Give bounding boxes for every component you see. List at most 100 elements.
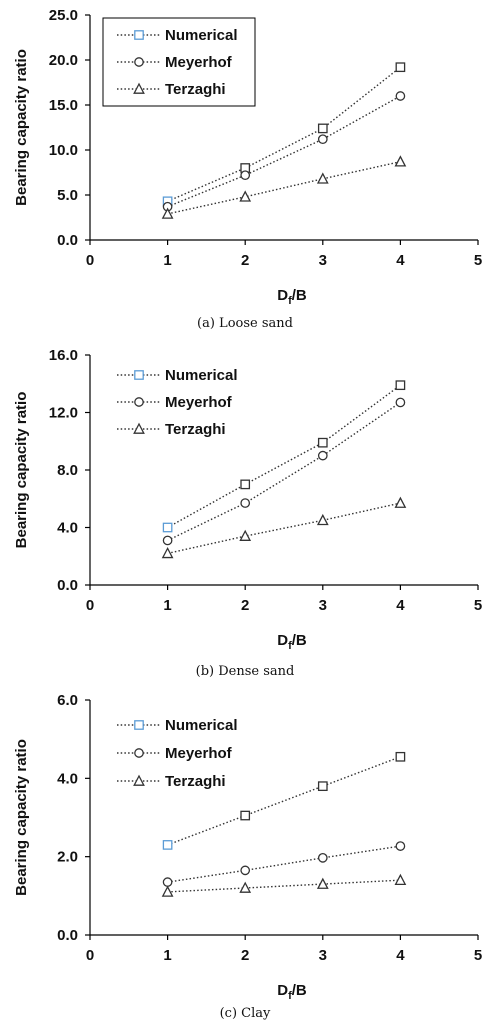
point-terzaghi-2	[239, 529, 252, 541]
x-tick-label: 1	[163, 252, 171, 269]
point-meyerhof-2	[240, 498, 251, 508]
legend-marker-circle	[134, 57, 144, 67]
point-terzaghi-2	[239, 190, 252, 202]
point-meyerhof-4	[395, 397, 406, 408]
y-axis-label: Bearing capacity ratio	[13, 739, 30, 896]
point-terzaghi-1	[161, 885, 174, 897]
caption-clay: (c) Clay	[219, 1006, 271, 1021]
series-line-meyerhof	[167, 95, 401, 208]
legend: Numerical Meyerhof Terzaghi	[102, 17, 256, 107]
point-meyerhof-3	[317, 852, 328, 863]
x-tick-label: 2	[241, 947, 249, 964]
legend-marker-triangle	[133, 82, 145, 94]
point-meyerhof-4	[395, 91, 406, 101]
y-tick-label: 10.0	[49, 142, 78, 159]
series-meyerhof	[162, 397, 406, 546]
x-tick-label: 4	[396, 252, 405, 269]
legend-label-meyerhof: Meyerhof	[165, 394, 233, 411]
x-tick-label: 3	[319, 252, 327, 269]
x-tick-label: 0	[86, 597, 94, 614]
series-numerical	[162, 62, 406, 207]
series-meyerhof	[162, 841, 406, 887]
x-tick-label: 5	[474, 597, 482, 614]
point-terzaghi-1	[161, 207, 174, 219]
point-numerical-4	[395, 380, 406, 391]
legend-label-terzaghi: Terzaghi	[165, 773, 226, 790]
legend-marker-circle	[134, 397, 144, 407]
point-numerical-2	[240, 479, 251, 490]
legend-label-terzaghi: Terzaghi	[165, 81, 226, 98]
point-numerical-1	[162, 522, 173, 533]
point-terzaghi-2	[239, 881, 252, 893]
series-numerical	[162, 751, 406, 850]
chart-panel-dense-sand: 0.0 4.0 8.0 12.0 16.0 0 1 2 3 4 5 Bearing capacity …	[0, 340, 490, 685]
point-numerical-2	[240, 810, 251, 821]
point-meyerhof-3	[317, 134, 328, 145]
y-tick-label: 0.0	[57, 232, 78, 249]
legend-label-meyerhof: Meyerhof	[165, 54, 233, 71]
point-numerical-4	[395, 62, 406, 73]
series-terzaghi	[161, 496, 407, 559]
point-terzaghi-3	[316, 513, 329, 526]
series-line-terzaghi	[167, 879, 401, 893]
y-tick-label: 8.0	[57, 462, 78, 479]
legend-marker-square	[134, 720, 144, 730]
legend-label-numerical: Numerical	[165, 367, 238, 384]
y-tick-label: 0.0	[57, 927, 78, 944]
series-line-numerical	[167, 756, 401, 846]
series-terzaghi	[161, 873, 407, 897]
legend-marker-triangle	[133, 422, 145, 434]
y-tick-label: 4.0	[57, 770, 78, 787]
series-meyerhof	[162, 91, 406, 212]
series-line-terzaghi	[167, 502, 401, 555]
y-tick-label: 5.0	[57, 187, 78, 204]
legend-marker-circle	[134, 748, 144, 758]
series-terzaghi	[161, 155, 407, 219]
x-tick-label: 0	[86, 252, 94, 269]
legend-marker-triangle	[133, 774, 145, 786]
chart-panel-loose-sand: 0.0 5.0 10.0 15.0 20.0 25.0 0 1 2 3 4 5 Bearing capa…	[0, 0, 490, 340]
x-tick-label: 5	[474, 252, 482, 269]
point-numerical-1	[162, 840, 173, 850]
x-axis-label: Df/B	[277, 632, 307, 652]
legend-label-meyerhof: Meyerhof	[165, 745, 233, 762]
x-tick-label: 0	[86, 947, 94, 964]
x-tick-label: 2	[241, 252, 249, 269]
legend-label-numerical: Numerical	[165, 27, 238, 44]
point-meyerhof-3	[317, 450, 328, 461]
point-meyerhof-2	[240, 865, 251, 876]
caption-dense-sand: (b) Dense sand	[195, 664, 295, 679]
chart-panel-clay: 0.0 2.0 4.0 6.0 0 1 2 3 4 5 Bearing capacity ratio…	[0, 685, 490, 1029]
y-tick-label: 15.0	[49, 97, 78, 114]
x-tick-label: 4	[396, 597, 405, 614]
point-terzaghi-3	[316, 172, 329, 184]
chart-clay: 0.0 2.0 4.0 6.0 0 1 2 3 4 5 Bearing capacity ratio…	[13, 692, 482, 1002]
point-terzaghi-1	[161, 546, 174, 559]
x-tick-label: 4	[396, 947, 405, 964]
y-tick-label: 16.0	[49, 347, 78, 364]
x-tick-label: 3	[319, 947, 327, 964]
x-axis-label: Df/B	[277, 287, 307, 307]
series-numerical	[162, 380, 406, 533]
caption-loose-sand: (a) Loose sand	[197, 316, 293, 331]
legend-label-numerical: Numerical	[165, 717, 238, 734]
legend-marker-square	[134, 370, 144, 380]
legend: Numerical Meyerhof Terzaghi	[117, 717, 238, 790]
point-numerical-3	[317, 437, 328, 448]
point-meyerhof-1	[162, 535, 173, 546]
chart-loose-sand: 0.0 5.0 10.0 15.0 20.0 25.0 0 1 2 3 4 5 Bearing capa…	[13, 7, 482, 307]
point-numerical-4	[395, 751, 406, 762]
y-tick-label: 2.0	[57, 849, 78, 866]
y-tick-label: 0.0	[57, 577, 78, 594]
legend-marker-square	[134, 30, 144, 40]
point-terzaghi-4	[394, 155, 407, 167]
point-terzaghi-4	[394, 873, 407, 886]
point-meyerhof-4	[395, 841, 406, 851]
x-tick-label: 3	[319, 597, 327, 614]
point-terzaghi-3	[316, 877, 329, 889]
series-line-meyerhof	[167, 845, 401, 883]
x-tick-label: 1	[163, 597, 171, 614]
x-axis-label: Df/B	[277, 982, 307, 1002]
point-meyerhof-1	[162, 877, 173, 887]
legend: Numerical Meyerhof Terzaghi	[117, 367, 238, 438]
